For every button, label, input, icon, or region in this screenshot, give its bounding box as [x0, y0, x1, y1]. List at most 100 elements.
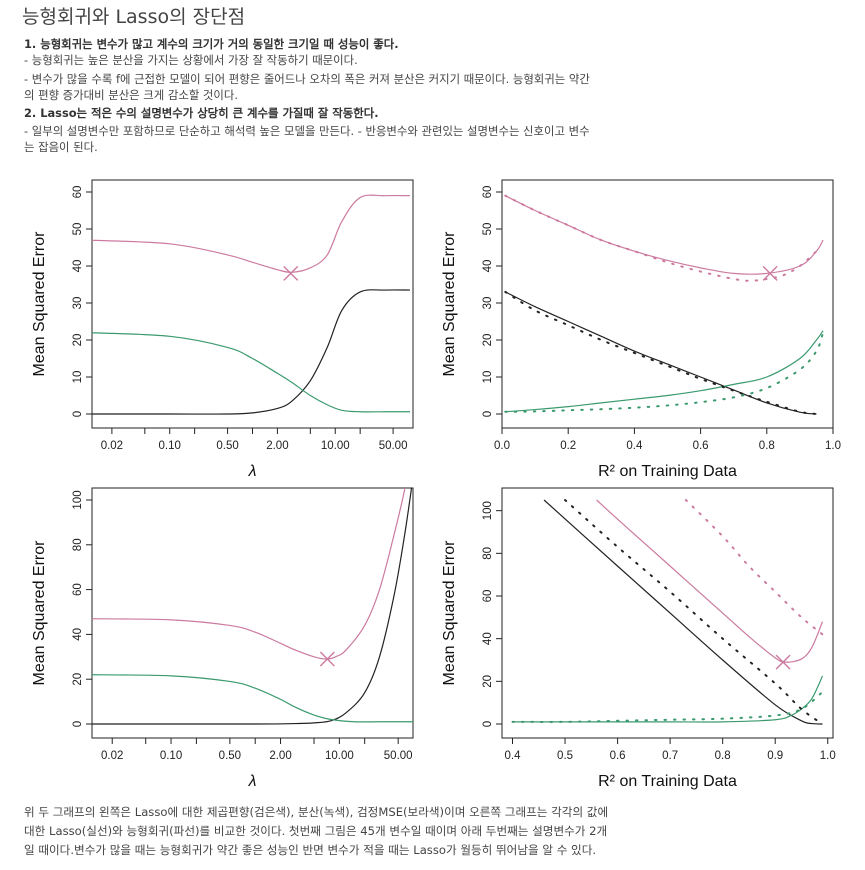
point1-detail-1: - 능형회귀는 높은 분산을 가지는 상황에서 가장 잘 작동하기 때문이다. [24, 53, 358, 67]
x-tick-label: 0.7 [662, 750, 678, 762]
series-line [505, 330, 824, 413]
y-tick-label: 30 [72, 297, 84, 310]
y-tick-label: 20 [482, 675, 494, 688]
x-tick-label: 0.6 [693, 440, 709, 452]
y-axis-label: Mean Squared Error [441, 540, 458, 686]
plot-frame [501, 179, 834, 429]
caption-line-2: 대한 Lasso(실선)와 능형회귀(파선)를 비교한 것이다. 첫번째 그림은… [24, 824, 608, 838]
y-tick-label: 0 [72, 411, 84, 417]
y-axis-label: Mean Squared Error [31, 540, 48, 686]
y-tick-label: 80 [482, 547, 494, 560]
y-tick-label: 60 [482, 186, 494, 199]
chart-panel-3: 0 20 40 60 80 100 0.02 0.10 0.50 2.00 10.00 50.00 Me… [31, 487, 414, 790]
y-tick-label: 10 [72, 371, 84, 384]
series-line [505, 291, 817, 415]
point2-heading: 2. Lasso는 적은 수의 설명변수가 상당히 큰 계수를 가질때 잘 작동… [24, 106, 379, 120]
x-axis-label: R² on Training Data [598, 773, 737, 790]
x-tick-label: 1.0 [820, 750, 836, 762]
x-tick-label: 0.9 [767, 750, 783, 762]
x-tick-label: 0.02 [101, 750, 123, 762]
y-tick-label: 80 [72, 538, 84, 551]
series-line [92, 674, 413, 723]
chart-panel-2: 0 10 20 30 40 50 60 0.0 0.2 0.4 0.6 0.8 1.0 Mean Squa… [441, 179, 841, 480]
series-line [505, 195, 824, 275]
x-tick-label: 0.10 [159, 440, 181, 452]
point2-detail-a: - 일부의 설명변수만 포함하므로 단순하고 해석력 높은 모델을 만든다. -… [24, 124, 590, 138]
caption-line-3: 일 때이다.변수가 많을 때는 능형회귀가 약간 좋은 성능인 반면 변수가 적… [24, 843, 597, 857]
x-tick-label: 10.00 [321, 440, 350, 452]
x-axis-label: λ [248, 463, 257, 480]
series-line [596, 499, 824, 663]
series-dotted-line [564, 499, 824, 725]
x-tick-label: 0.5 [557, 750, 573, 762]
y-tick-label: 60 [482, 590, 494, 603]
y-tick-label: 60 [72, 583, 84, 596]
caption-line-1: 위 두 그래프의 왼쪽은 Lasso에 대한 제곱편향(검은색), 분산(녹색)… [24, 805, 609, 819]
series-dotted-line [504, 194, 818, 282]
plot-frame [91, 179, 414, 429]
y-tick-label: 20 [72, 334, 84, 347]
y-tick-label: 0 [72, 721, 84, 727]
series-dotted-line [684, 499, 824, 636]
x-tick-label: 0.0 [494, 440, 510, 452]
y-tick-label: 50 [72, 223, 84, 236]
minimum-mse-marker [762, 265, 778, 281]
x-axis-label: λ [248, 773, 257, 790]
x-tick-label: 0.10 [160, 750, 182, 762]
minimum-mse-marker [319, 651, 335, 667]
y-tick-label: 30 [482, 297, 494, 310]
y-axis-label: Mean Squared Error [31, 231, 48, 377]
x-tick-label: 0.8 [715, 750, 731, 762]
x-tick-label: 2.00 [266, 440, 288, 452]
x-tick-label: 0.2 [560, 440, 576, 452]
series-line [512, 675, 824, 723]
series-line [92, 488, 413, 725]
y-tick-label: 40 [482, 260, 494, 273]
x-tick-label: 50.00 [379, 440, 408, 452]
x-tick-label: 2.00 [269, 750, 291, 762]
point2-detail-b: 는 잡음이 된다. [24, 140, 98, 154]
y-tick-label: 40 [72, 628, 84, 641]
x-tick-label: 0.4 [505, 750, 522, 762]
chart-panel-4: 0 20 40 60 80 100 0.4 0.5 0.6 0.7 0.8 0.9 1.0 Mean Sq… [441, 487, 836, 790]
series-dotted-line [504, 290, 818, 415]
minimum-mse-marker [283, 265, 299, 281]
x-tick-label: 0.6 [610, 750, 626, 762]
y-tick-label: 50 [482, 223, 494, 236]
x-tick-label: 50.00 [384, 750, 413, 762]
y-tick-label: 100 [482, 501, 494, 520]
x-tick-label: 0.50 [216, 440, 238, 452]
plot-frame [91, 487, 414, 739]
plot-frame [501, 487, 834, 739]
x-axis-label: R² on Training Data [598, 463, 737, 480]
y-tick-label: 60 [72, 186, 84, 199]
y-tick-label: 0 [482, 721, 494, 727]
y-axis-label: Mean Squared Error [441, 231, 458, 377]
point1-detail-2b: 의 편향 증가대비 분산은 크게 감소할 것이다. [24, 88, 238, 102]
series-line [543, 499, 823, 725]
series-line [92, 289, 410, 415]
series-dotted-line [504, 331, 825, 413]
y-tick-label: 10 [482, 371, 494, 384]
page-title: 능형회귀와 Lasso의 장단점 [22, 6, 246, 28]
y-tick-label: 100 [72, 490, 84, 509]
series-line [92, 332, 410, 413]
point1-detail-2a: - 변수가 많을 수록 f에 근접한 모델이 되어 편향은 줄어드나 오차의 폭… [24, 72, 590, 86]
x-tick-label: 0.02 [101, 440, 123, 452]
y-tick-label: 20 [72, 673, 84, 686]
minimum-mse-marker [775, 654, 791, 670]
x-tick-label: 10.00 [325, 750, 354, 762]
x-tick-label: 0.8 [759, 440, 775, 452]
y-tick-label: 0 [482, 411, 494, 417]
series-line [92, 194, 410, 273]
x-tick-label: 0.50 [219, 750, 241, 762]
chart-panel-1: 0 10 20 30 40 50 60 0.02 0.10 0.50 2.00 10.00 50.00 M… [31, 179, 414, 480]
point1-heading: 1. 능형회귀는 변수가 많고 계수의 크기가 거의 동일한 크기일 때 성능이… [24, 37, 399, 51]
y-tick-label: 20 [482, 334, 494, 347]
y-tick-label: 40 [72, 260, 84, 273]
series-line [92, 488, 406, 660]
series-dotted-line [511, 691, 824, 723]
x-tick-label: 0.4 [626, 440, 643, 452]
y-tick-label: 40 [482, 632, 494, 645]
